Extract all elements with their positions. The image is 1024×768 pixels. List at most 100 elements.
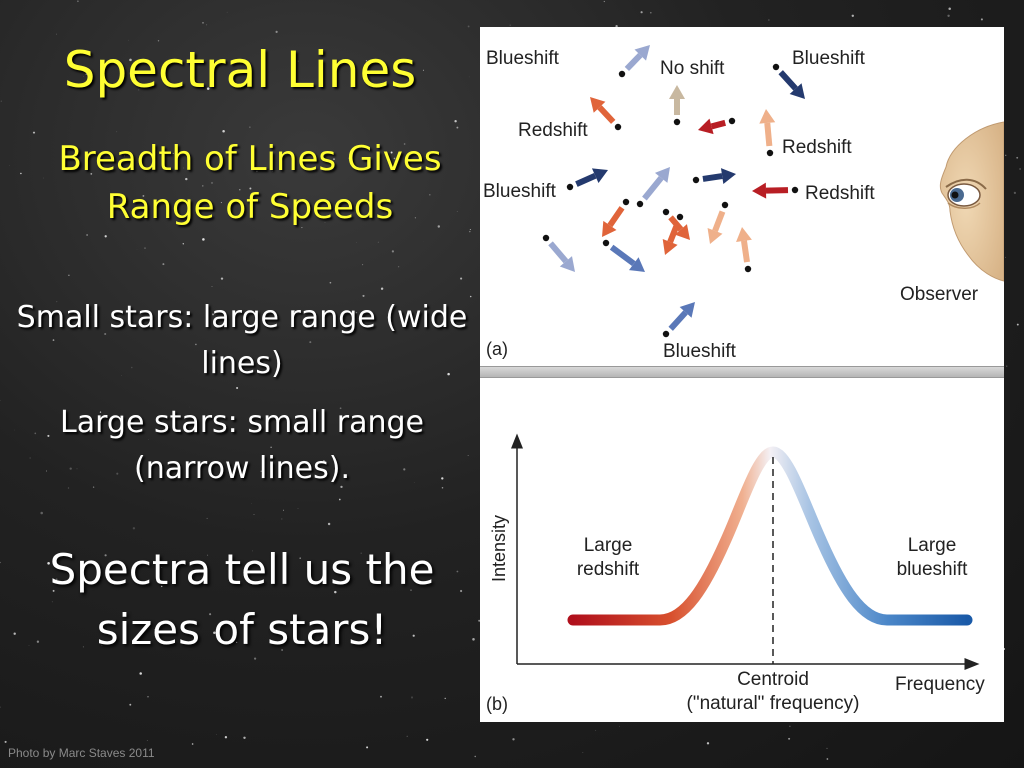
star [447,372,450,376]
star [209,613,212,616]
star [347,575,350,578]
velocity-arrow [662,213,684,255]
label-blueshift-topleft: Blueshift [486,48,560,69]
star [224,736,228,739]
star [456,570,459,573]
star [1013,191,1017,195]
velocity-arrow [618,45,650,78]
star [478,619,481,622]
star [0,561,1,564]
star [980,18,983,21]
star [467,455,469,456]
star [34,432,37,435]
star [270,446,272,448]
star [207,156,209,158]
star [1016,323,1019,326]
star [81,82,83,84]
star [338,498,341,501]
star [174,59,176,61]
star [40,511,43,515]
star [340,485,343,489]
star [20,172,22,175]
star [460,589,463,593]
velocity-arrow [602,198,630,237]
star [226,11,228,13]
star [397,266,400,268]
star [160,585,163,588]
star [211,286,213,288]
star [283,509,284,511]
star [76,468,78,470]
star [413,482,415,483]
star [509,24,511,26]
star [414,217,416,219]
star [206,24,208,26]
star [47,562,50,565]
label-redshift-right: Redshift [805,183,875,204]
star [87,82,90,84]
star [362,294,365,297]
star [260,470,262,472]
star [129,58,132,62]
star [67,487,70,489]
star [123,155,126,157]
star [281,518,283,520]
star [456,126,459,129]
velocity-arrow [669,85,685,126]
star [206,517,208,519]
velocity-arrow [636,167,670,208]
star [202,22,204,24]
star [202,185,204,187]
star [13,632,16,635]
star [99,411,102,413]
star [512,738,515,741]
star [382,420,385,424]
star [366,746,369,749]
star [4,740,7,743]
star [185,177,188,181]
star [52,339,55,341]
velocity-arrow [736,227,752,273]
star [0,100,2,102]
y-axis-label: Intensity [489,515,509,582]
star [29,457,31,459]
star [1019,168,1021,170]
star [429,194,431,196]
star [90,316,92,317]
panel-a: Blueshift No shift Blueshift Redshift Re… [483,45,1005,362]
star [82,646,84,648]
star [212,313,214,316]
star [360,552,362,555]
star [121,169,123,171]
star [390,151,393,154]
star [788,737,791,740]
velocity-arrow [692,168,736,184]
star [236,386,239,390]
star [640,11,643,14]
star [118,326,119,328]
panel-a-label: (a) [486,339,508,359]
star [131,366,133,369]
star [1005,154,1007,156]
star [207,554,209,556]
label-redshift-left: Redshift [518,120,588,141]
label-redshift-right-upper: Redshift [782,137,852,158]
star [1016,156,1019,159]
star [467,25,470,28]
star [249,126,251,128]
star [43,177,45,179]
star [77,0,79,3]
star [380,695,382,698]
star [706,742,710,745]
star [444,697,446,700]
star [826,758,829,760]
star [86,234,88,236]
star [144,247,146,249]
slide-subtitle: Breadth of Lines Gives Range of Speeds [58,139,442,227]
velocity-arrow [602,239,645,272]
star [189,406,191,408]
star [365,60,367,62]
velocity-arrow [759,109,776,157]
spectral-line-profile [567,446,973,626]
star [92,486,95,488]
